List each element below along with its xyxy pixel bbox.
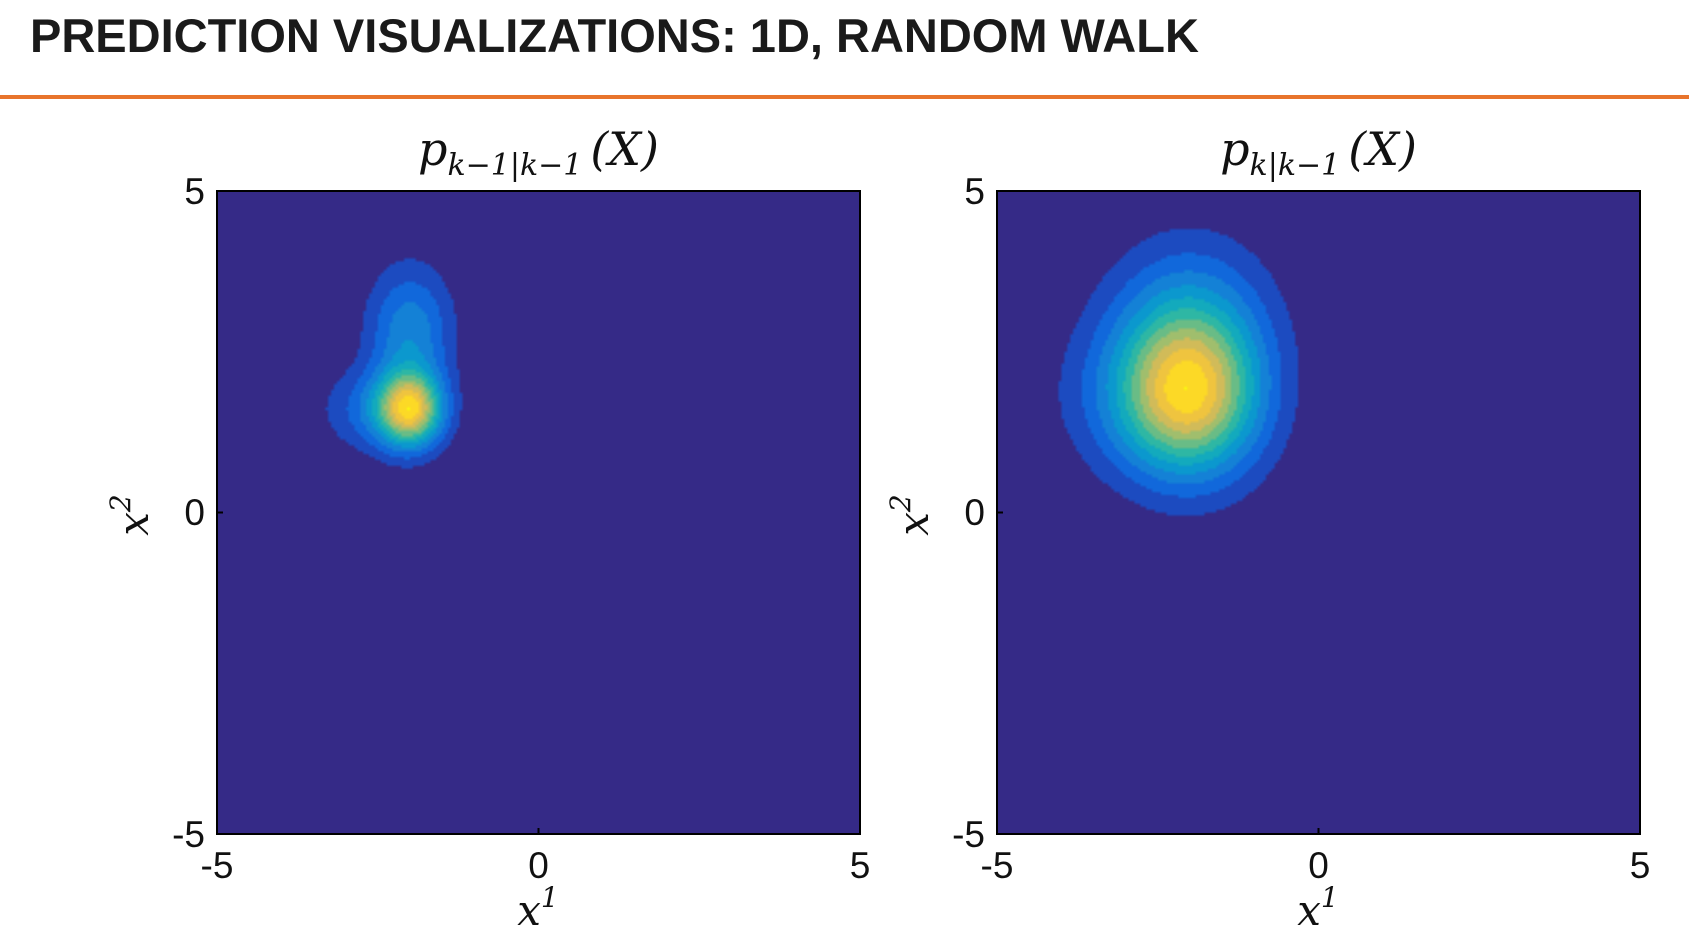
ylabel-right-sup: 2	[884, 494, 917, 513]
ytick-right-top: 5	[964, 171, 985, 212]
ylabel-left-sup: 2	[104, 494, 137, 513]
xlabel-right-sup: 1	[1321, 881, 1339, 914]
ylabel-left-base: x	[109, 512, 158, 536]
axis-title-right-sub: k|k−1	[1250, 148, 1341, 183]
xtick-right-left: -5	[981, 845, 1014, 886]
xtick-left-left: -5	[201, 845, 234, 886]
xlabel-left-sup: 1	[541, 881, 559, 914]
xtick-left-mid: 0	[528, 845, 549, 886]
axis-title-right-arg: (X)	[1348, 122, 1417, 176]
heatmap-right	[997, 191, 1640, 834]
xlabel-left-base: x	[517, 886, 541, 935]
ticks-left	[216, 190, 861, 835]
xlabel-right-base: x	[1297, 886, 1321, 935]
axis-title-right-main: p	[1220, 122, 1249, 176]
xlabel-left: x1	[517, 881, 559, 935]
ylabel-left: x2	[104, 494, 158, 536]
slide-title: PREDICTION VISUALIZATIONS: 1D, RANDOM WA…	[30, 9, 1199, 62]
xlabel-right: x1	[1297, 881, 1339, 935]
title-rule	[0, 95, 1689, 99]
axis-title-left: pk−1|k−1 (X)	[418, 122, 659, 183]
xtick-left-right: 5	[850, 845, 871, 886]
ylabel-right: x2	[884, 494, 938, 536]
panel-right: pk|k−1 (X) 5 0 -5 -5 0 5 x1 x2	[884, 122, 1650, 935]
axis-title-left-main: p	[418, 122, 447, 176]
ytick-left-top: 5	[184, 171, 205, 212]
panel-left: pk−1|k−1 (X) 5 0 -5 -5 0 5 x1 x2	[104, 122, 870, 935]
heatmap-left	[217, 191, 860, 834]
axis-title-left-sub: k−1|k−1	[447, 148, 582, 183]
ytick-right-mid: 0	[964, 492, 985, 533]
xtick-right-mid: 0	[1308, 845, 1329, 886]
ylabel-right-base: x	[889, 512, 938, 536]
ytick-left-mid: 0	[184, 492, 205, 533]
axis-title-right: pk|k−1 (X)	[1220, 122, 1417, 183]
ytick-left-bottom: -5	[172, 814, 205, 855]
axis-title-left-arg: (X)	[590, 122, 659, 176]
xtick-right-right: 5	[1630, 845, 1651, 886]
ytick-right-bottom: -5	[952, 814, 985, 855]
ticks-right	[996, 190, 1641, 835]
